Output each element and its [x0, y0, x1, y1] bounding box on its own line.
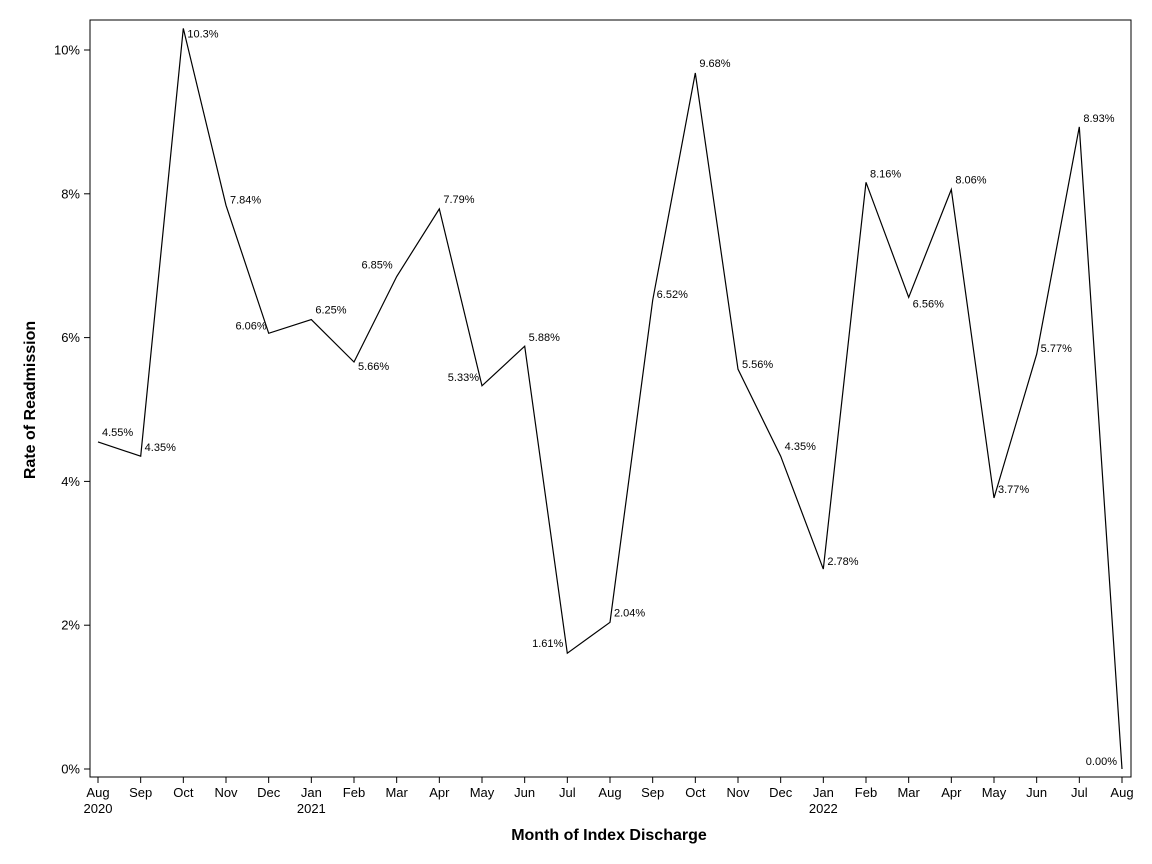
y-tick-label: 6% — [61, 330, 80, 345]
x-tick-label: Nov — [726, 785, 750, 800]
data-label: 3.77% — [998, 484, 1029, 496]
x-tick-label: May — [470, 785, 495, 800]
data-label: 6.25% — [315, 305, 346, 317]
y-tick-label: 4% — [61, 474, 80, 489]
x-tick-label: Aug — [598, 785, 621, 800]
x-tick-year-label: 2022 — [809, 801, 838, 816]
data-label: 7.84% — [230, 194, 261, 206]
x-tick-label: May — [982, 785, 1007, 800]
data-label: 2.78% — [827, 556, 858, 568]
x-tick-label: Jul — [559, 785, 576, 800]
data-label: 4.55% — [102, 427, 133, 439]
x-tick-label: Jun — [1026, 785, 1047, 800]
data-label: 5.77% — [1041, 343, 1072, 355]
y-tick-label: 10% — [54, 43, 80, 58]
x-tick-label: Jul — [1071, 785, 1088, 800]
data-label: 7.79% — [443, 194, 474, 206]
x-tick-label: Oct — [685, 785, 706, 800]
plot-frame — [89, 19, 1132, 778]
y-axis: 0% 2% 4% 6% 8% 10% — [54, 43, 90, 777]
y-axis-title: Rate of Readmission — [22, 321, 39, 479]
data-labels: 4.55% 4.35% 10.3% 7.84% 6.06% 6.25% 5.66% 6.85%… — [102, 28, 1117, 768]
data-label: 2.04% — [614, 607, 645, 619]
data-label: 5.56% — [742, 359, 773, 371]
data-label: 6.52% — [657, 289, 688, 301]
y-tick-label: 8% — [61, 186, 80, 201]
y-tick-label: 0% — [61, 762, 80, 777]
x-tick-year-label: 2021 — [297, 801, 326, 816]
data-label: 5.88% — [529, 332, 560, 344]
x-tick-label: Feb — [343, 785, 365, 800]
data-label: 5.66% — [358, 361, 389, 373]
x-tick-label: Aug — [86, 785, 109, 800]
x-tick-label: Apr — [429, 785, 450, 800]
x-tick-label: Sep — [129, 785, 152, 800]
data-label: 8.06% — [955, 174, 986, 186]
data-label: 0.00% — [1086, 756, 1117, 768]
data-label: 6.06% — [235, 320, 266, 332]
data-label: 4.35% — [785, 441, 816, 453]
data-label: 4.35% — [145, 442, 176, 454]
data-label: 8.93% — [1083, 113, 1114, 125]
x-tick-label: Jun — [514, 785, 535, 800]
data-label: 8.16% — [870, 168, 901, 180]
series-line — [97, 28, 1123, 770]
data-label: 9.68% — [699, 58, 730, 70]
x-axis-title: Month of Index Discharge — [511, 827, 707, 844]
y-tick-label: 2% — [61, 618, 80, 633]
data-label: 10.3% — [187, 28, 218, 40]
x-tick-label: Jan — [813, 785, 834, 800]
data-label: 6.56% — [913, 298, 944, 310]
x-tick-label: Nov — [214, 785, 238, 800]
x-tick-label: Sep — [641, 785, 664, 800]
x-tick-label: Jan — [301, 785, 322, 800]
x-tick-label: Oct — [173, 785, 194, 800]
x-tick-label: Mar — [385, 785, 408, 800]
data-label: 1.61% — [532, 638, 563, 650]
x-tick-label: Mar — [897, 785, 920, 800]
x-tick-label: Feb — [855, 785, 877, 800]
x-tick-year-label: 2020 — [84, 801, 113, 816]
x-tick-label: Dec — [257, 785, 281, 800]
x-tick-label: Dec — [769, 785, 793, 800]
x-tick-label: Aug — [1110, 785, 1133, 800]
data-label: 6.85% — [361, 259, 392, 271]
x-tick-label: Apr — [941, 785, 962, 800]
data-label: 5.33% — [448, 372, 479, 384]
